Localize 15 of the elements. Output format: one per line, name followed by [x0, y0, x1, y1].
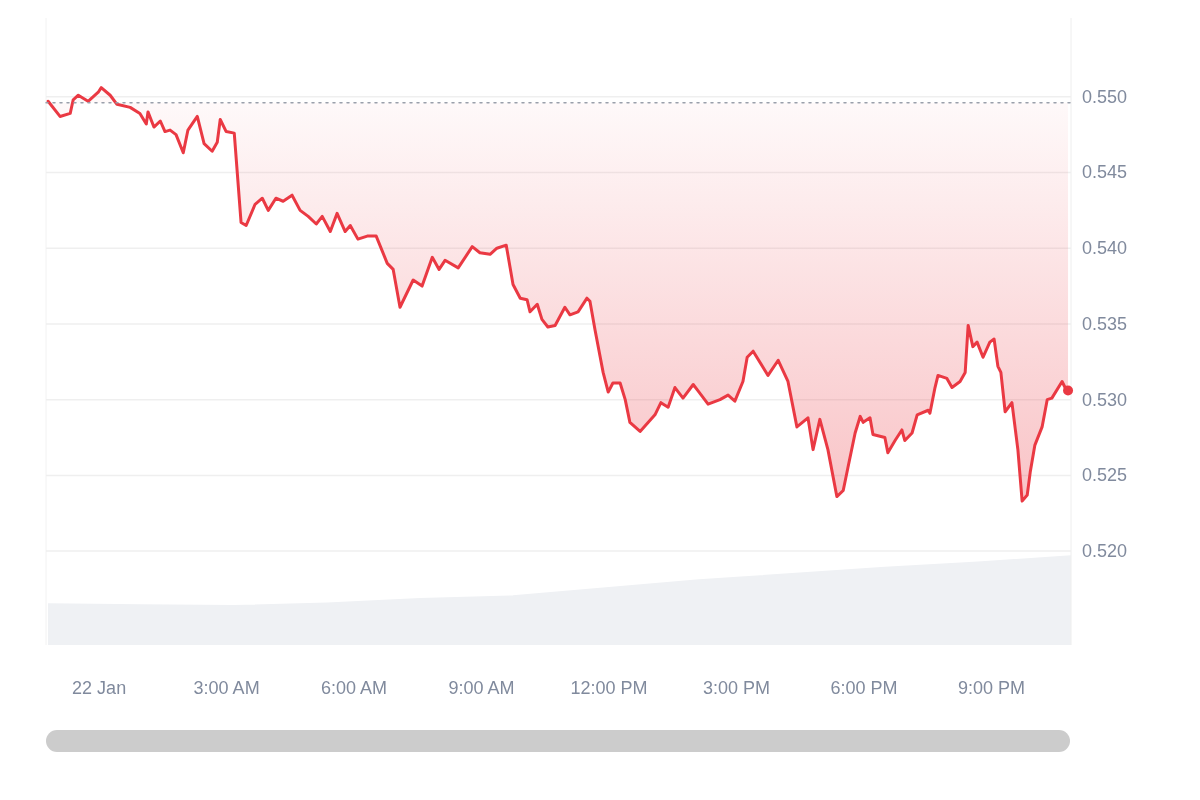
x-tick-label: 3:00 AM: [193, 678, 260, 698]
y-tick-label: 0.540: [1082, 238, 1128, 259]
x-tick-label: 6:00 PM: [830, 678, 898, 698]
y-tick-label: 0.520: [1082, 541, 1128, 562]
x-tick-label: 6:00 AM: [321, 678, 388, 698]
y-tick-label: 0.530: [1082, 389, 1128, 410]
y-tick-label: 0.550: [1082, 86, 1128, 107]
y-tick-label: 0.535: [1082, 313, 1128, 334]
x-tick-label: 9:00 PM: [958, 678, 1026, 698]
x-tick-label: 22 Jan: [72, 678, 127, 698]
x-tick-label: 3:00 PM: [703, 678, 771, 698]
y-tick-label: 0.545: [1082, 162, 1128, 183]
x-tick-label: 12:00 PM: [570, 678, 648, 698]
y-tick-label: 0.525: [1082, 465, 1128, 486]
x-tick-label: 9:00 AM: [448, 678, 515, 698]
